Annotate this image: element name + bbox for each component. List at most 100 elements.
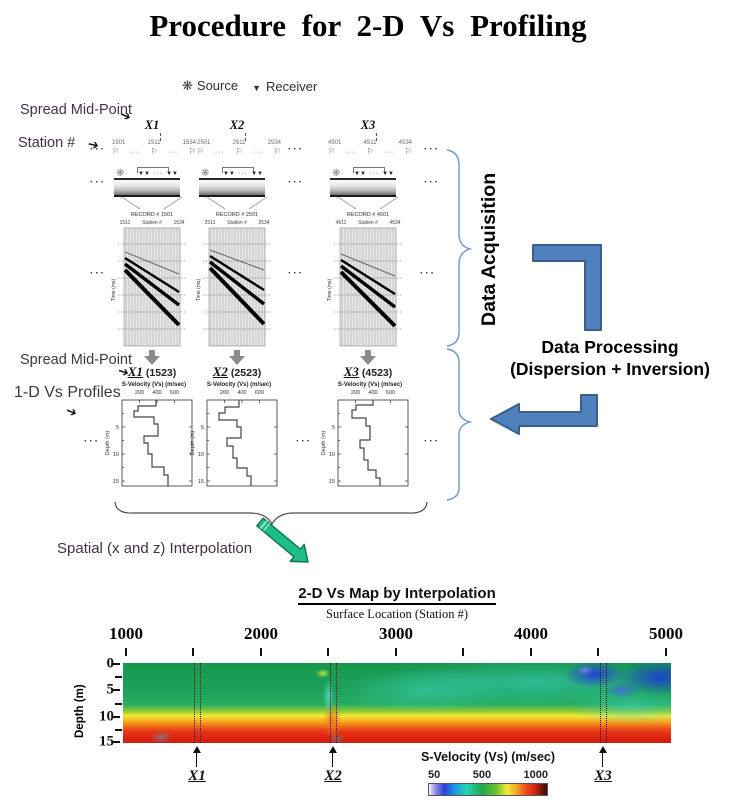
svg-text:Station #: Station # bbox=[358, 220, 378, 226]
station-number: 4534 bbox=[398, 140, 412, 146]
flag-icon: ⚐ bbox=[235, 147, 243, 156]
ground-bar bbox=[199, 178, 265, 197]
x-tick bbox=[597, 648, 599, 656]
station-number: 1534 bbox=[182, 140, 196, 146]
svg-text:5: 5 bbox=[201, 425, 204, 431]
midpoint-tick bbox=[245, 133, 246, 141]
svg-text:Depth (m): Depth (m) bbox=[105, 431, 111, 456]
svg-text:10: 10 bbox=[198, 452, 204, 458]
midpoint-tick bbox=[376, 133, 377, 141]
svg-text:5: 5 bbox=[332, 425, 335, 431]
colorbar-tick: 500 bbox=[472, 769, 492, 781]
svg-text:15: 15 bbox=[113, 479, 119, 485]
svg-text:10: 10 bbox=[113, 452, 119, 458]
record-connector-lines bbox=[206, 196, 268, 210]
svg-text:RECORD # 1501: RECORD # 1501 bbox=[131, 212, 173, 218]
ellipsis: ··· bbox=[288, 268, 304, 279]
spread-extent-bracket bbox=[353, 167, 385, 173]
svg-text:1534: 1534 bbox=[173, 220, 184, 226]
station-number: 4501 bbox=[328, 140, 342, 146]
svg-text:200: 200 bbox=[220, 390, 229, 396]
midpoint-label: X2 (2523) bbox=[212, 364, 262, 379]
map-x-tick-label: 4000 bbox=[514, 624, 548, 643]
x2-up-arrow-icon bbox=[328, 746, 337, 768]
svg-text:600: 600 bbox=[170, 390, 179, 396]
svg-text:200: 200 bbox=[351, 390, 360, 396]
source-icon: ❋ bbox=[116, 168, 125, 179]
spread-column-x2: X2 2501 2511 2534 ⚐ ··· ⚐ ··· ⚐ ❋ ▼▼ ··· ▼… bbox=[189, 112, 285, 504]
midpoint-label: X1 (1523) bbox=[127, 364, 177, 379]
station-number: 1511 bbox=[147, 140, 161, 146]
svg-text:RECORD # 4501: RECORD # 4501 bbox=[347, 212, 389, 218]
flag-icon: ⚐ bbox=[197, 147, 205, 156]
ellipsis: ··· bbox=[90, 177, 106, 188]
ellipsis: ··· bbox=[90, 268, 106, 279]
map-y-tick-label: 5 bbox=[106, 681, 115, 698]
spread-extent-bracket bbox=[222, 167, 254, 173]
station-number: 1501 bbox=[112, 140, 126, 146]
record-connector-lines bbox=[337, 196, 399, 210]
colorbar-label: S-Velocity (Vs) (m/sec) bbox=[420, 750, 556, 764]
colorbar-tick: 50 bbox=[428, 769, 441, 781]
svg-text:RECORD # 2501: RECORD # 2501 bbox=[216, 212, 258, 218]
y-tick bbox=[115, 676, 122, 678]
flag-icon: ⚐ bbox=[273, 147, 281, 156]
svg-text:S-Velocity (Vs) (m/sec): S-Velocity (Vs) (m/sec) bbox=[338, 382, 402, 388]
ellipsis: ··· bbox=[296, 436, 312, 447]
interpolation-arrow-icon bbox=[256, 517, 309, 563]
flow-elbow-down-icon bbox=[532, 244, 602, 331]
map-x-axis-label: Surface Location (Station #) bbox=[326, 607, 468, 621]
midpoint-label: X3 (4523) bbox=[343, 364, 393, 379]
profiles-label: 1-D Vs Profiles bbox=[14, 384, 121, 401]
flag-icon: ⚐ bbox=[328, 147, 336, 156]
flag-icon: ⚐ bbox=[188, 147, 196, 156]
svg-text:Station #: Station # bbox=[142, 220, 162, 226]
vs-interpolation-map bbox=[123, 663, 671, 743]
ground-bar bbox=[330, 178, 396, 197]
x-tick bbox=[530, 648, 532, 656]
source-icon: ❋ bbox=[332, 168, 341, 179]
spread-x-label: X3 bbox=[360, 118, 376, 132]
svg-text:5: 5 bbox=[116, 425, 119, 431]
spread-x-label: X1 bbox=[144, 118, 160, 132]
station-flags: ⚐ ··· ⚐ ··· ⚐ bbox=[112, 147, 196, 156]
map-x-tick-label: 5000 bbox=[649, 624, 683, 643]
ellipsis: ··· bbox=[288, 144, 304, 155]
map-y-tick-label: 10 bbox=[99, 708, 114, 725]
svg-text:10: 10 bbox=[329, 452, 335, 458]
y-tick bbox=[113, 663, 120, 665]
svg-text:15: 15 bbox=[329, 479, 335, 485]
svg-text:Time (ms): Time (ms) bbox=[111, 279, 117, 302]
x2-marker-label: X2 bbox=[324, 768, 342, 784]
station-flags: ⚐ ··· ⚐ ··· ⚐ bbox=[197, 147, 281, 156]
ellipsis: ··· bbox=[424, 144, 440, 155]
ground-bar bbox=[114, 178, 180, 197]
svg-text:S-Velocity (Vs) (m/sec): S-Velocity (Vs) (m/sec) bbox=[122, 382, 186, 388]
receiver-icon: ▼▼ bbox=[354, 171, 366, 177]
seismic-record: RECORD # 4501 4511 Station # 4534 Time (… bbox=[327, 212, 402, 347]
ellipsis: ··· bbox=[90, 144, 106, 155]
svg-text:15: 15 bbox=[198, 479, 204, 485]
map-x-tick-label: 1000 bbox=[109, 624, 143, 643]
x1-marker-line bbox=[194, 663, 201, 743]
x-tick bbox=[327, 648, 329, 656]
svg-text:200: 200 bbox=[135, 390, 144, 396]
svg-text:Station #: Station # bbox=[227, 220, 247, 226]
x3-marker-label: X3 bbox=[594, 768, 612, 784]
legend: ❋ Source ▼ Receiver bbox=[182, 78, 317, 94]
ellipsis: ··· bbox=[424, 436, 440, 447]
receiver-icon: ▼▼ bbox=[138, 171, 150, 177]
svg-text:4511: 4511 bbox=[336, 220, 347, 226]
flag-icon: ⚐ bbox=[366, 147, 374, 156]
y-tick bbox=[113, 741, 120, 743]
receiver-row: ▼▼ ··· ▼▼ bbox=[354, 170, 394, 177]
legend-receiver: ▼ Receiver bbox=[252, 78, 318, 94]
map-x-tick-label: 3000 bbox=[379, 624, 413, 643]
x2-marker-line bbox=[330, 663, 337, 743]
station-flags: ⚐ ··· ⚐ ··· ⚐ bbox=[328, 147, 412, 156]
vs-profile-plot: S-Velocity (Vs) (m/sec) 200 400 600 5 10… bbox=[321, 382, 409, 487]
down-arrow-icon bbox=[144, 350, 160, 365]
ellipsis: ··· bbox=[288, 177, 304, 188]
svg-text:S-Velocity (Vs) (m/sec): S-Velocity (Vs) (m/sec) bbox=[207, 382, 271, 388]
